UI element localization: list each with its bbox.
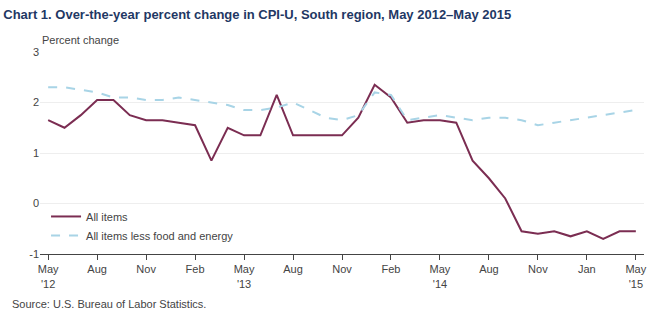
svg-text:0: 0: [33, 197, 39, 209]
svg-text:Aug: Aug: [479, 263, 499, 275]
svg-text:Source: U.S. Bureau of Labor S: Source: U.S. Bureau of Labor Statistics.: [12, 298, 206, 310]
svg-text:Nov: Nov: [528, 263, 548, 275]
svg-text:May'13: May'13: [234, 263, 255, 289]
svg-text:Feb: Feb: [381, 263, 400, 275]
svg-text:2: 2: [33, 96, 39, 108]
svg-text:Feb: Feb: [186, 263, 205, 275]
svg-text:3: 3: [33, 46, 39, 58]
svg-text:Aug: Aug: [283, 263, 303, 275]
svg-text:All items less food and energy: All items less food and energy: [86, 230, 233, 242]
svg-text:All items: All items: [86, 211, 128, 223]
svg-text:Jan: Jan: [578, 263, 596, 275]
svg-text:May'12: May'12: [38, 263, 59, 289]
svg-text:May'15: May'15: [625, 263, 646, 289]
svg-text:May'14: May'14: [430, 263, 451, 289]
svg-text:-1: -1: [29, 248, 39, 260]
svg-text:Chart 1. Over-the-year percent: Chart 1. Over-the-year percent change in…: [3, 7, 511, 22]
svg-text:Aug: Aug: [87, 263, 107, 275]
svg-text:1: 1: [33, 147, 39, 159]
svg-text:Nov: Nov: [332, 263, 352, 275]
svg-text:Nov: Nov: [136, 263, 156, 275]
svg-text:Percent change: Percent change: [42, 34, 119, 46]
